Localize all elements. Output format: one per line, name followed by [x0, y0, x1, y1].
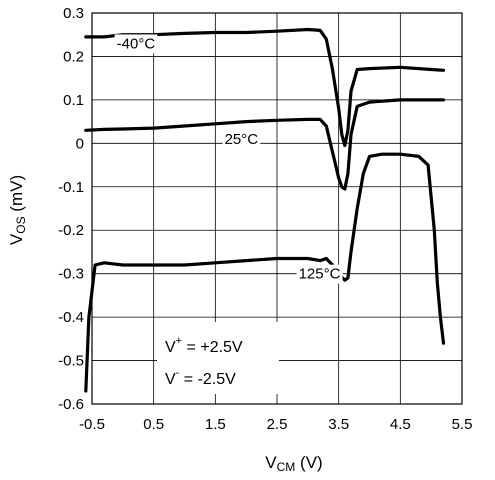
y-tick-label: 0.3 [63, 5, 84, 22]
annotation-line-1: V+ = +2.5V [165, 335, 243, 356]
y-tick-label: 0 [76, 135, 84, 152]
y-tick-label: -0.1 [58, 179, 84, 196]
x-tick-label: 5.5 [452, 416, 473, 433]
y-tick-label: 0.1 [63, 92, 84, 109]
series-label-background [222, 129, 261, 149]
x-tick-label: -0.5 [79, 416, 105, 433]
series-label-0: -40°C [117, 35, 156, 52]
series-line-1 [84, 98, 446, 191]
annotation-box [157, 322, 279, 394]
series-label-2: 125°C [299, 266, 341, 283]
x-tick-label: 2.5 [267, 416, 288, 433]
y-tick-label: -0.3 [58, 266, 84, 283]
series-label-1: 25°C [225, 131, 259, 148]
x-axis-title: VCM (V) [265, 453, 322, 474]
series-label-background [296, 264, 343, 284]
x-tick-label: 3.5 [328, 416, 349, 433]
series-labels: -40°C 25°C 125°C [114, 34, 343, 284]
annotation-line-2: V- = -2.5V [165, 367, 236, 388]
series-line-0 [84, 27, 446, 148]
y-tick-label: -0.4 [58, 309, 84, 326]
y-tick-label: 0.2 [63, 48, 84, 65]
x-tick-label: 4.5 [390, 416, 411, 433]
x-tick-labels: -0.5 0.5 1.5 2.5 3.5 4.5 5.5 [79, 416, 472, 433]
x-tick-label: 0.5 [143, 416, 164, 433]
x-tick-label: 1.5 [205, 416, 226, 433]
plot-frame [91, 12, 463, 405]
y-tick-label: -0.6 [58, 396, 84, 413]
y-tick-label: -0.5 [58, 353, 84, 370]
y-tick-labels: 0.3 0.2 0.1 0 -0.1 -0.2 -0.3 -0.4 -0.5 -0.6 [58, 5, 84, 413]
y-tick-label: -0.2 [58, 222, 84, 239]
series-label-background [114, 34, 158, 54]
y-axis-title: VOS (mV) [7, 175, 28, 245]
